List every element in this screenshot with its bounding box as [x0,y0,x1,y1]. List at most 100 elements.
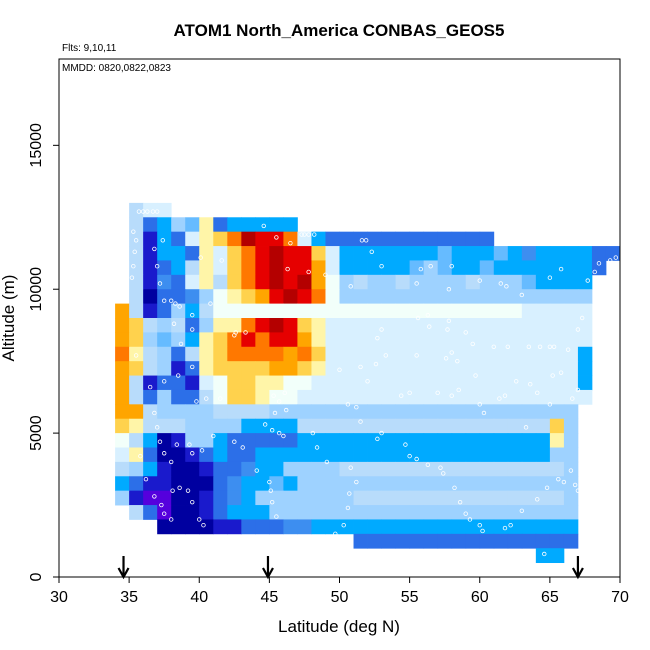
flight-track-point [299,232,304,237]
heatmap-cell [143,461,158,477]
flight-track-point [190,451,195,456]
heatmap-cell [171,375,186,391]
heatmap-cell [241,519,256,535]
heatmap-cell [521,404,537,420]
heatmap-cell [521,318,537,333]
flight-track-point [161,511,167,516]
heatmap-cell [311,332,326,348]
heatmap-cell [479,433,495,448]
flight-track-point [383,353,388,358]
heatmap-cell [255,476,270,492]
flight-track-point [547,344,553,349]
heatmap-cell [367,418,382,434]
heatmap-cell [409,418,425,434]
heatmap-cell [353,274,368,290]
heatmap-cell [227,490,242,506]
heatmap-cell [451,260,467,276]
heatmap-cell [171,332,186,348]
heatmap-cell [535,476,551,492]
flight-track-point [575,488,581,493]
heatmap-cell [507,346,523,362]
flight-track-point [345,505,351,511]
heatmap-cell [535,246,551,261]
heatmap-cell [451,274,467,290]
heatmap-cell [129,505,144,520]
flight-track-point [519,292,525,298]
heatmap-cell [339,361,354,376]
heatmap-cell [255,303,270,319]
flight-track-point [168,459,174,465]
flight-track-point [337,367,342,372]
heatmap-cell [143,476,158,492]
heatmap-cell [563,260,579,276]
heatmap-cell [311,461,326,477]
heatmap-cell [157,389,172,405]
flight-track-point [473,373,478,378]
flight-track-point [449,264,454,269]
flight-track-point [145,209,150,214]
heatmap-cell [465,346,481,362]
heatmap-cell [157,361,172,376]
heatmap-cell [255,332,270,348]
heatmap-cell [493,447,509,463]
heatmap-cell [311,418,326,434]
heatmap-cell [297,303,312,319]
heatmap-cell [507,389,523,405]
heatmap-cell [535,361,551,376]
heatmap-cell [129,389,144,405]
heatmap-cell [493,346,509,362]
flight-track-point [592,269,597,275]
heatmap-cell [367,318,382,333]
heatmap-cell [423,418,439,434]
heatmap-cell [493,433,509,448]
heatmap-cell [199,433,214,448]
heatmap-cell [381,505,396,520]
heatmap-cell [353,289,368,305]
heatmap-cell [521,303,537,319]
heatmap-cell [437,519,453,535]
flight-track-point [449,393,454,398]
heatmap-cell [381,260,396,276]
heatmap-cell [465,332,481,348]
heatmap-cell [255,389,270,405]
x-tick-label: 65 [541,589,559,606]
heatmap-cell [465,289,481,305]
heatmap-cell [283,231,298,247]
heatmap-cell [157,202,172,218]
y-tick-label: 0 [28,572,45,581]
heatmap-cell [241,346,256,362]
heatmap-cell [381,476,396,492]
heatmap-cell [507,447,523,463]
heatmap-cell [451,361,467,376]
heatmap-cell [199,332,214,348]
heatmap-cell [269,260,284,276]
heatmap-cell [479,375,495,391]
heatmap-cell [157,246,172,261]
heatmap-cell [269,389,284,405]
heatmap-cell [409,274,425,290]
flight-track-point [168,517,174,522]
flight-track-point [324,459,330,465]
heatmap-cell [395,361,411,376]
heatmap-cell [283,490,298,506]
heatmap-cell [129,375,144,391]
heatmap-cell [493,246,509,261]
heatmap-cell [241,274,256,290]
heatmap-cell [535,303,551,319]
heatmap-cell [171,303,186,319]
flight-track-point [261,223,266,229]
heatmap-cell [423,361,439,376]
flight-track-point [526,344,532,349]
heatmap-cell [423,490,439,506]
heatmap-cell [297,246,312,261]
flight-track-point [157,281,163,286]
flight-track-point [480,528,485,534]
flight-track-point [132,249,137,255]
heatmap-cell [549,461,565,477]
heatmap-cell [451,404,467,420]
heatmap-cell [535,332,551,348]
flight-track-point [528,381,533,387]
heatmap-cell [395,303,411,319]
heatmap-cell [353,246,368,261]
heatmap-cell [157,490,172,506]
